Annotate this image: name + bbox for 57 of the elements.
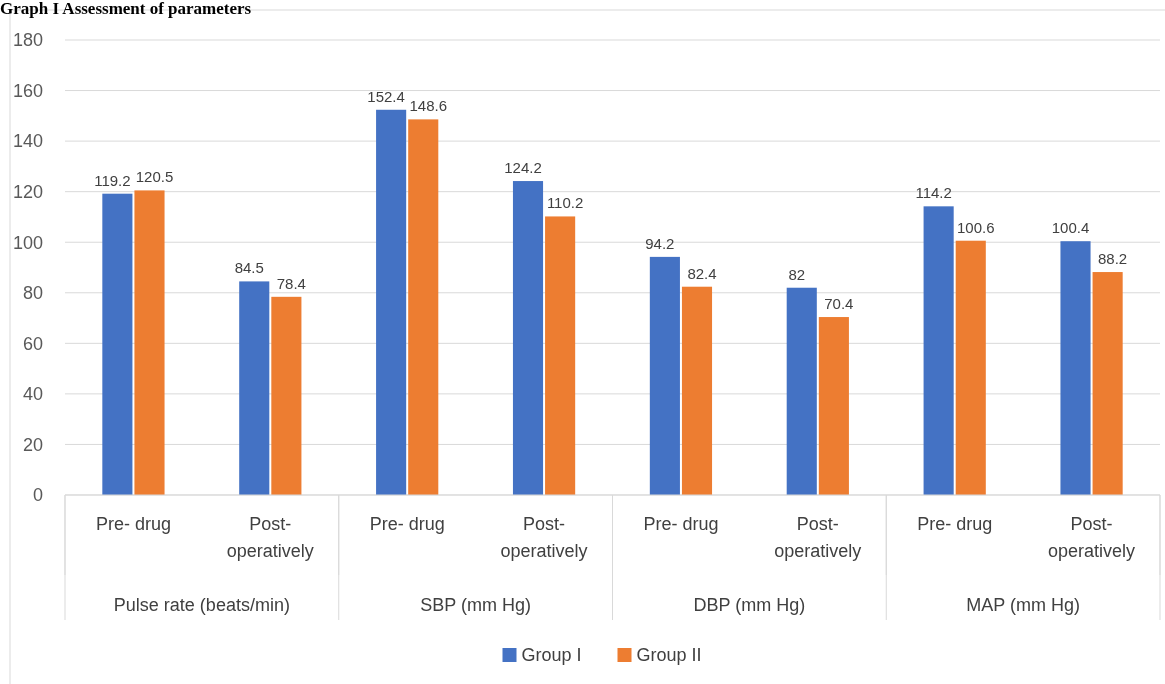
data-label: 82 bbox=[788, 265, 806, 283]
data-label: 114.2 bbox=[915, 184, 952, 202]
data-label: 84.5 bbox=[234, 259, 264, 277]
bar bbox=[545, 216, 576, 495]
text: Pulse rate (beats/min) bbox=[113, 595, 290, 615]
y-tick-label: 40 bbox=[22, 384, 43, 405]
x-tick-label: Post-operatively bbox=[500, 514, 588, 561]
bar bbox=[955, 240, 986, 495]
bar bbox=[512, 181, 544, 495]
data-label: 124.2 bbox=[504, 159, 542, 177]
x-tick-label: Pre- drug bbox=[369, 514, 445, 534]
bar bbox=[818, 317, 849, 495]
bar bbox=[408, 119, 439, 495]
y-tick-label: 100 bbox=[12, 232, 43, 253]
chart-title: Graph I Assessment of parameters bbox=[0, 0, 252, 18]
x-tick-label: Post-operatively bbox=[774, 514, 862, 561]
bar bbox=[239, 281, 270, 495]
text: SBP (mm Hg) bbox=[420, 595, 531, 615]
bar bbox=[134, 190, 165, 495]
x-tick-label: Pre- drug bbox=[643, 514, 719, 534]
y-tick-label: 180 bbox=[12, 30, 43, 51]
text: DBP (mm Hg) bbox=[693, 595, 806, 615]
data-label: 78.4 bbox=[276, 274, 306, 292]
bar bbox=[1060, 241, 1091, 495]
bar bbox=[102, 193, 133, 495]
legend-label: Group I bbox=[521, 645, 582, 666]
bar bbox=[786, 287, 817, 495]
x-tick-label: Post-operatively bbox=[1048, 514, 1136, 561]
bar bbox=[1092, 272, 1123, 495]
x-tick-label: Post-operatively bbox=[226, 514, 314, 561]
legend-label: Group II bbox=[636, 645, 702, 666]
bar bbox=[271, 296, 302, 495]
y-tick-label: 0 bbox=[32, 485, 43, 506]
data-label: 82.4 bbox=[687, 264, 717, 282]
x-tick-label: Pre- drug bbox=[95, 514, 171, 534]
text: MAP (mm Hg) bbox=[966, 595, 1080, 615]
y-tick-label: 60 bbox=[22, 333, 43, 354]
data-label: 100.4 bbox=[1051, 219, 1090, 237]
bar bbox=[376, 109, 407, 495]
data-label: 119.2 bbox=[94, 171, 131, 189]
y-tick-label: 20 bbox=[22, 434, 43, 455]
data-label: 148.6 bbox=[409, 97, 448, 115]
bar bbox=[681, 286, 713, 495]
data-label: 110.2 bbox=[546, 194, 584, 212]
data-label: 120.5 bbox=[135, 168, 174, 186]
x-tick-label: Pre- drug bbox=[917, 514, 993, 534]
data-label: 94.2 bbox=[645, 234, 675, 252]
data-label: 100.6 bbox=[956, 218, 995, 236]
bar bbox=[923, 206, 954, 495]
y-tick-label: 160 bbox=[12, 80, 43, 101]
y-tick-label: 140 bbox=[12, 131, 43, 152]
data-label: 88.2 bbox=[1098, 250, 1128, 268]
y-tick-label: 80 bbox=[22, 283, 43, 304]
data-label: 70.4 bbox=[824, 295, 854, 313]
y-tick-label: 120 bbox=[12, 181, 43, 202]
data-label: 152.4 bbox=[367, 87, 405, 105]
bar bbox=[649, 256, 680, 495]
